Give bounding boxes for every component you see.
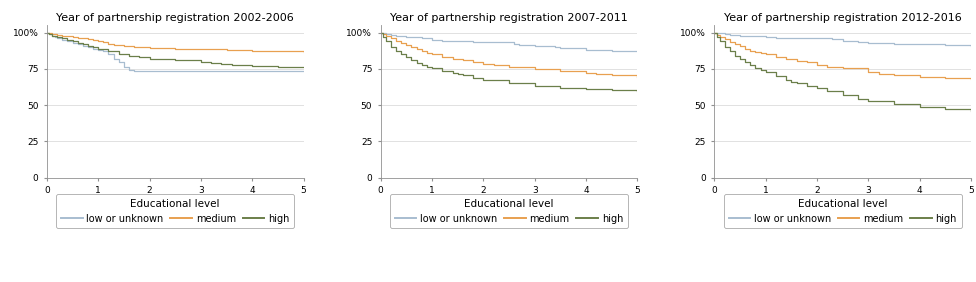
X-axis label: Follow-up time (years): Follow-up time (years) [454,198,564,208]
Title: Year of partnership registration 2002-2006: Year of partnership registration 2002-20… [57,13,294,23]
Title: Year of partnership registration 2007-2011: Year of partnership registration 2007-20… [390,13,628,23]
Legend: low or unknown, medium, high: low or unknown, medium, high [57,194,294,228]
X-axis label: Follow-up time (years): Follow-up time (years) [120,198,230,208]
Legend: low or unknown, medium, high: low or unknown, medium, high [390,194,628,228]
Title: Year of partnership registration 2012-2016: Year of partnership registration 2012-20… [724,13,961,23]
X-axis label: Follow-up time (years): Follow-up time (years) [788,198,898,208]
Legend: low or unknown, medium, high: low or unknown, medium, high [724,194,961,228]
